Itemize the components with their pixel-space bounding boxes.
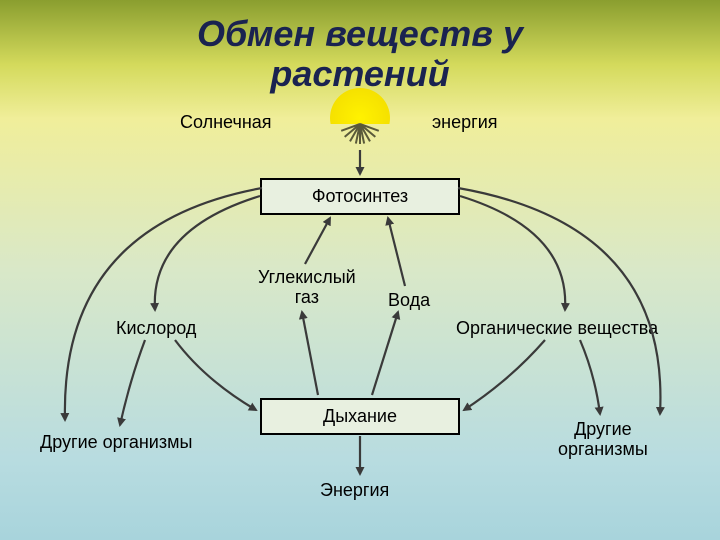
label-photosynthesis: Фотосинтез bbox=[312, 186, 408, 206]
title-line1: Обмен веществ у bbox=[197, 13, 523, 54]
page-title: Обмен веществ у растений bbox=[0, 14, 720, 93]
box-respiration: Дыхание bbox=[260, 398, 460, 435]
label-respiration: Дыхание bbox=[323, 406, 397, 426]
label-solar: Солнечная bbox=[180, 112, 272, 133]
box-photosynthesis: Фотосинтез bbox=[260, 178, 460, 215]
label-energy-top: энергия bbox=[432, 112, 498, 133]
label-other-right: Другие организмы bbox=[558, 420, 648, 460]
sun-icon bbox=[315, 88, 405, 138]
label-oxygen: Кислород bbox=[116, 318, 196, 339]
label-organic: Органические вещества bbox=[456, 318, 658, 339]
label-water: Вода bbox=[388, 290, 430, 311]
label-energy-bottom: Энергия bbox=[320, 480, 389, 501]
label-other-left: Другие организмы bbox=[40, 432, 192, 453]
label-co2: Углекислый газ bbox=[258, 268, 356, 308]
